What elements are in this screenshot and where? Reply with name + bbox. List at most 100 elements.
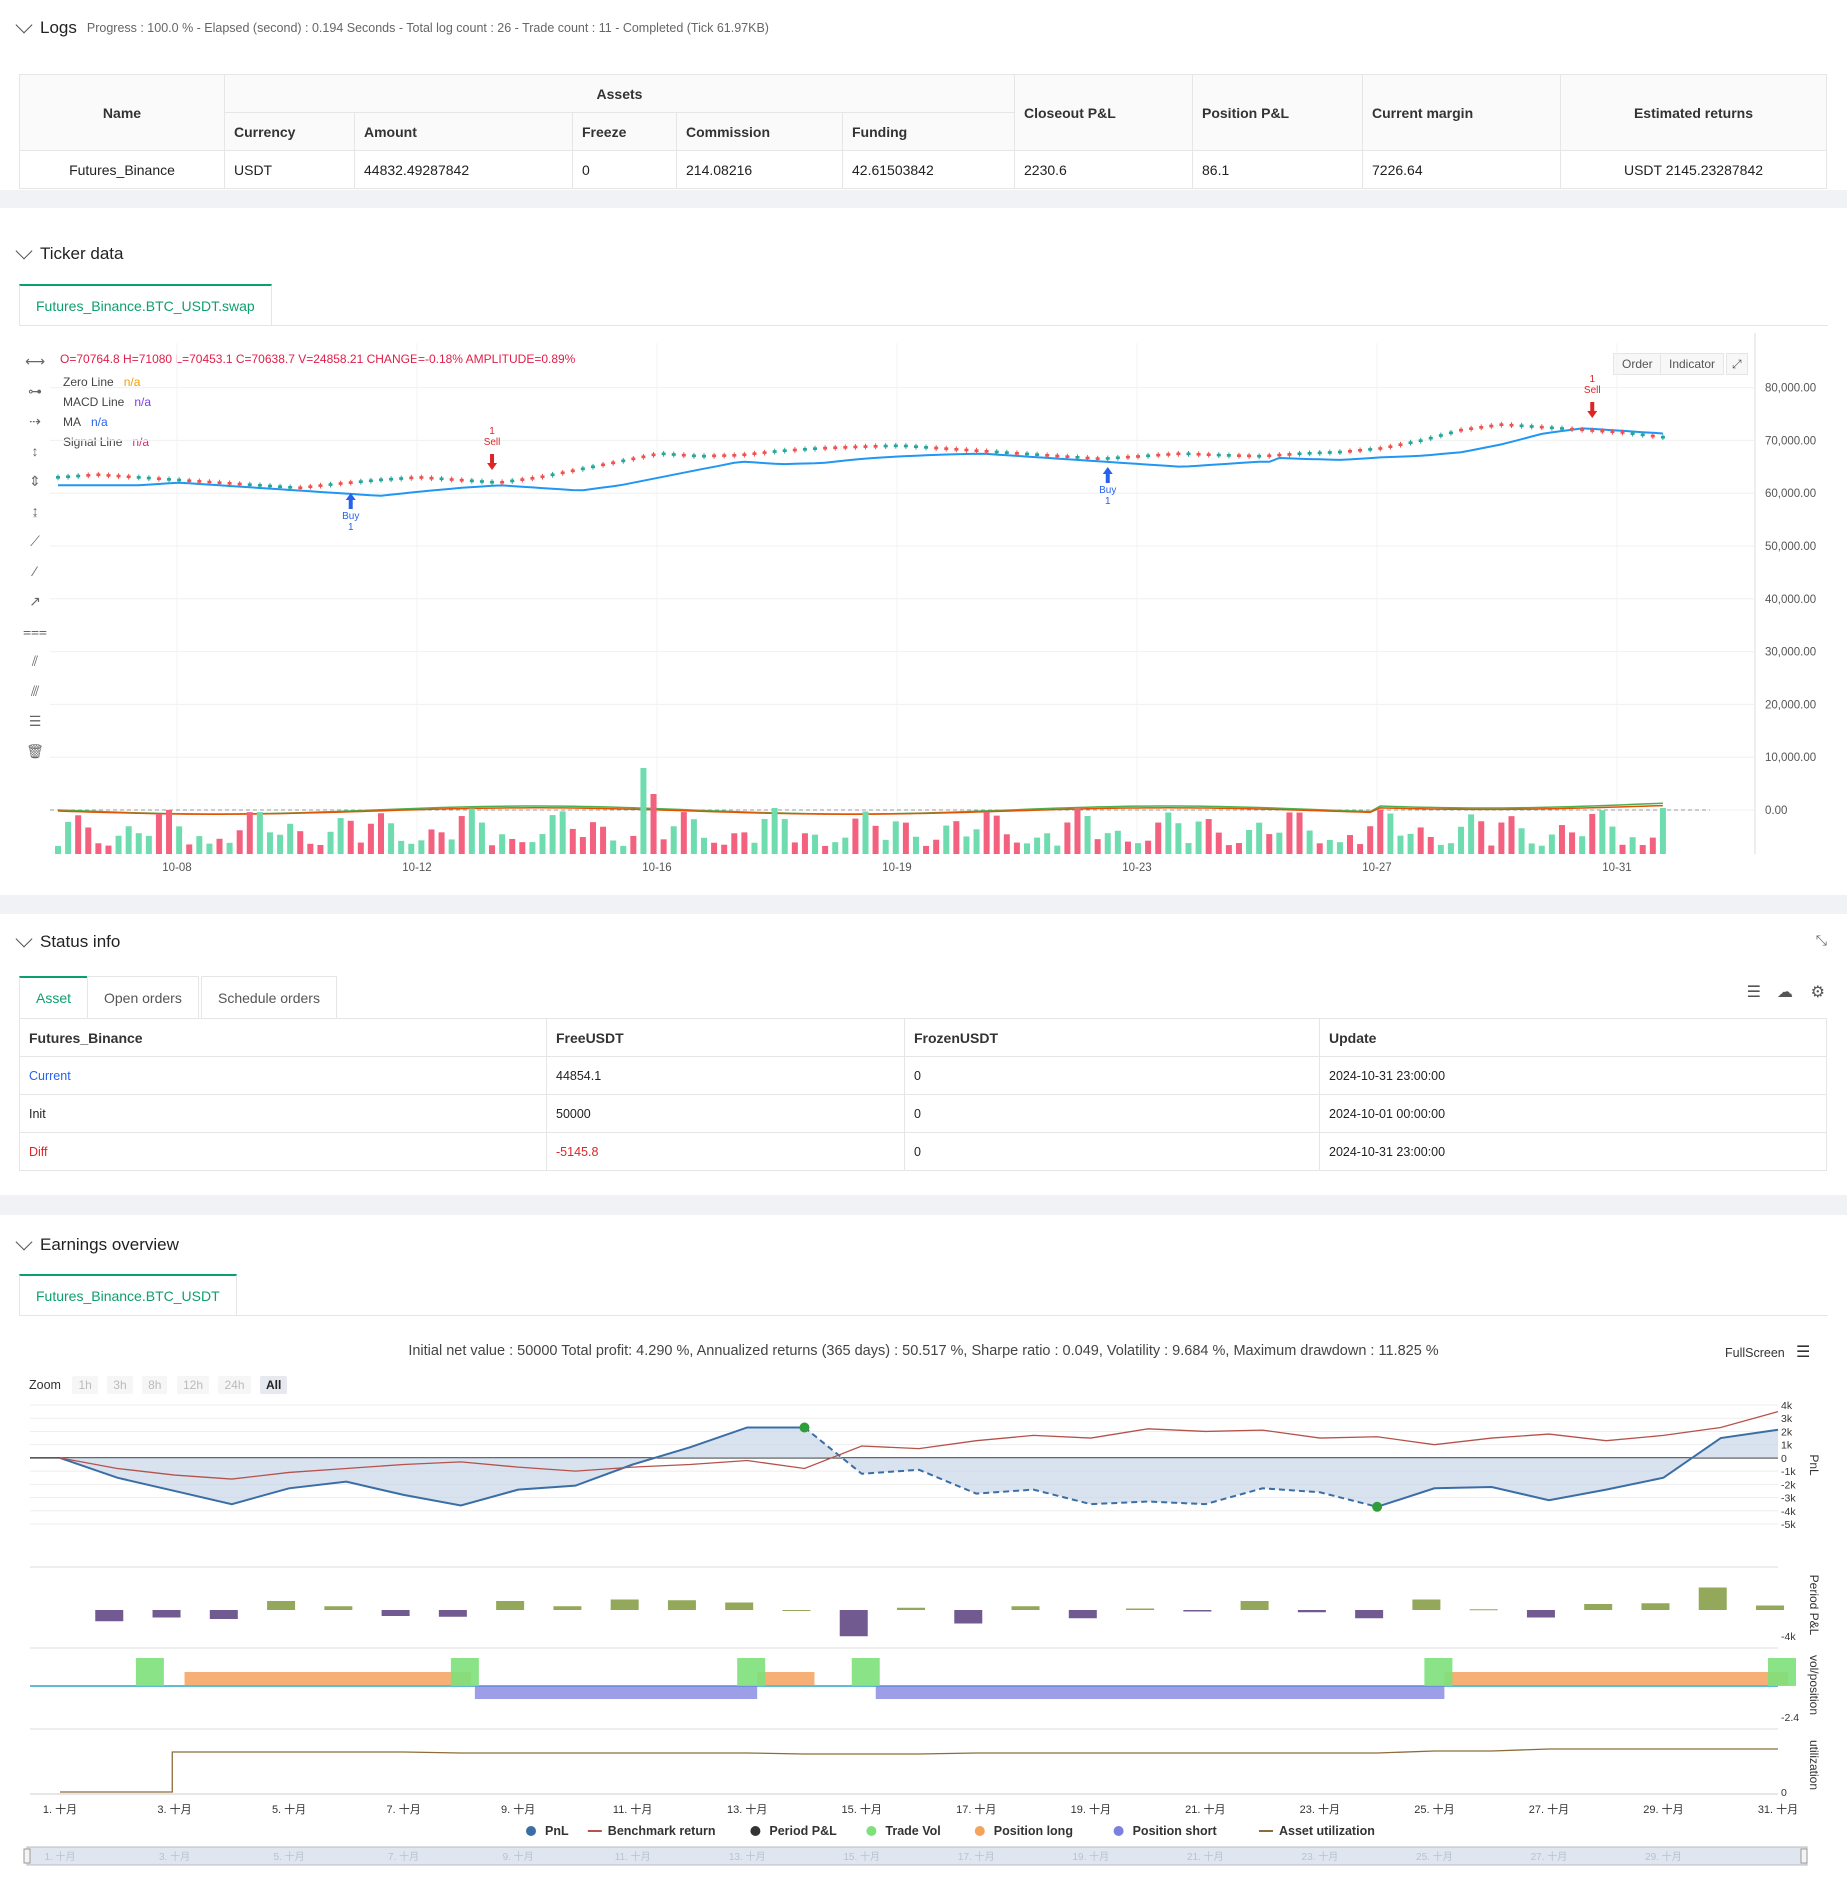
volume-bar	[155, 813, 162, 854]
volume-bar	[640, 768, 647, 854]
candle	[893, 444, 898, 448]
logs-header[interactable]: Logs Progress : 100.0 % - Elapsed (secon…	[15, 16, 769, 38]
crosshair-icon[interactable]: ⟷	[24, 352, 46, 369]
zoom-1h[interactable]: 1h	[72, 1376, 98, 1394]
candle	[772, 450, 777, 453]
sell-arrow-icon	[487, 454, 498, 470]
volume-bar	[347, 820, 354, 854]
volume-bar	[1458, 826, 1465, 854]
earnings-header[interactable]: Earnings overview	[15, 1233, 179, 1255]
status-title: Status info	[40, 932, 121, 951]
volume-bar	[721, 844, 728, 854]
parallel-channel-icon[interactable]: ⫽	[31, 652, 39, 669]
volume-bar	[1185, 843, 1192, 854]
fib-channel-icon[interactable]: ⫻	[30, 682, 40, 699]
zoom-3h[interactable]: 3h	[107, 1376, 133, 1394]
candle	[278, 485, 283, 489]
period-bar	[1126, 1608, 1155, 1610]
candle	[1105, 457, 1110, 460]
ticker-header[interactable]: Ticker data	[15, 242, 123, 264]
volume-bar	[761, 819, 768, 854]
volume-bar	[963, 836, 970, 854]
candle	[1489, 424, 1494, 428]
fib-retracement-icon[interactable]: ☰	[28, 712, 42, 729]
candle	[873, 445, 878, 448]
candle	[267, 484, 272, 488]
list-icon[interactable]: ☰	[1746, 984, 1761, 1001]
volume-bar	[801, 833, 808, 854]
price-range-icon[interactable]: ⩶	[23, 622, 47, 639]
navigator-tick: 25. 十月	[1416, 1850, 1453, 1863]
volume-bar	[1357, 844, 1364, 854]
tab-schedule-orders[interactable]: Schedule orders	[201, 976, 337, 1018]
col-update: Update	[1319, 1018, 1827, 1057]
cloud-icon[interactable]: ☁	[1777, 984, 1793, 1001]
fullscreen-button[interactable]: FullScreen	[1725, 1346, 1785, 1360]
tab-ticker-symbol[interactable]: Futures_Binance.BTC_USDT.swap	[19, 284, 272, 326]
buy-arrow-icon	[345, 493, 356, 509]
trendline-icon[interactable]: ⟋	[30, 532, 40, 549]
pnl-line	[1376, 1428, 1779, 1508]
candle	[76, 474, 81, 478]
collapse-icon[interactable]: ⤡	[1815, 932, 1827, 948]
gear-icon[interactable]: ⚙	[1810, 984, 1825, 1001]
candle	[1590, 429, 1595, 432]
volume-bar	[1437, 844, 1444, 854]
vertical-ray-icon[interactable]: ⇕	[29, 472, 41, 489]
volume-bar	[1135, 843, 1142, 854]
horizontal-line-icon[interactable]: ⊶	[28, 382, 42, 399]
tab-open-orders[interactable]: Open orders	[87, 976, 199, 1018]
status-header[interactable]: Status info	[15, 930, 121, 952]
candle	[358, 480, 363, 483]
candlestick-chart[interactable]: 80,000.00 70,000.00 60,000.00 50,000.00 40,0…	[0, 208, 1847, 895]
candle	[530, 476, 535, 480]
ray-line-icon[interactable]: ⁄	[33, 563, 37, 579]
volume-bar	[1538, 845, 1545, 854]
indicator-button[interactable]: Indicator	[1660, 353, 1725, 375]
candle	[1630, 432, 1635, 435]
ray-icon[interactable]: ⇢	[29, 412, 41, 429]
expand-icon[interactable]: ⤢	[1726, 353, 1748, 375]
volume-bar	[1569, 832, 1576, 854]
ma-line	[58, 427, 1663, 497]
zoom-all[interactable]: All	[260, 1376, 288, 1394]
zoom-8h[interactable]: 8h	[142, 1376, 168, 1394]
legend-dot-icon	[866, 1826, 877, 1836]
volume-bar	[1397, 835, 1404, 854]
candle	[136, 476, 141, 479]
row-label-diff: Diff	[19, 1132, 547, 1171]
navigator-tick: 23. 十月	[1302, 1850, 1339, 1863]
legend-label: MA	[63, 415, 81, 429]
vertical-line-icon[interactable]: ↕	[31, 443, 39, 459]
volume-bar	[1195, 821, 1202, 854]
candle	[1479, 426, 1484, 429]
tab-earnings-symbol[interactable]: Futures_Binance.BTC_USDT	[19, 1274, 237, 1316]
y-tick-label: -5k	[1781, 1519, 1796, 1531]
volume-bar	[1034, 837, 1041, 854]
zoom-24h[interactable]: 24h	[218, 1376, 251, 1394]
legend-label: Position long	[994, 1824, 1073, 1838]
candle	[1226, 454, 1231, 457]
chevron-down-icon[interactable]	[15, 16, 33, 34]
tab-asset[interactable]: Asset	[19, 976, 89, 1018]
segment-icon[interactable]: ↨	[31, 503, 39, 519]
candle	[1267, 454, 1272, 458]
volume-bar	[115, 835, 122, 854]
candle	[1095, 457, 1100, 460]
period-bar	[1297, 1610, 1326, 1613]
volume-bar	[559, 811, 566, 854]
chevron-down-icon[interactable]	[15, 930, 33, 948]
signal-qty: 1	[1105, 496, 1111, 507]
y-tick-label: 0	[1781, 1787, 1787, 1799]
y-tick-label: 0	[1781, 1453, 1787, 1465]
navigator-tick: 21. 十月	[1187, 1850, 1224, 1863]
zoom-12h[interactable]: 12h	[176, 1376, 209, 1394]
order-button[interactable]: Order	[1613, 353, 1662, 375]
trash-icon[interactable]: 🗑	[26, 742, 44, 759]
menu-icon[interactable]: ☰	[1796, 1344, 1811, 1361]
row-label-current[interactable]: Current	[19, 1056, 547, 1095]
volume-bar	[953, 821, 960, 854]
arrow-line-icon[interactable]: ↗	[29, 592, 41, 609]
candle	[1559, 427, 1564, 430]
